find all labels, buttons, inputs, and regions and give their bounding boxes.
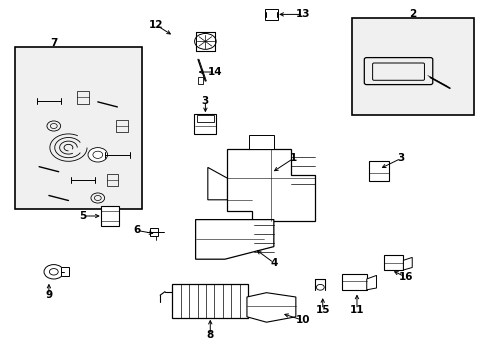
- Text: 1: 1: [289, 153, 296, 163]
- Circle shape: [49, 269, 58, 275]
- Circle shape: [93, 151, 102, 158]
- Bar: [101, 206, 119, 226]
- Text: 3: 3: [397, 153, 404, 163]
- Bar: [351, 18, 473, 115]
- Bar: [172, 284, 247, 318]
- Text: 6: 6: [133, 225, 140, 235]
- Polygon shape: [207, 167, 227, 200]
- Text: 7: 7: [50, 38, 58, 48]
- Text: 2: 2: [409, 9, 416, 19]
- Circle shape: [44, 265, 63, 279]
- Text: 11: 11: [349, 305, 364, 315]
- Bar: [194, 114, 216, 134]
- Text: 14: 14: [207, 67, 222, 77]
- Bar: [61, 267, 69, 276]
- Text: 9: 9: [45, 290, 52, 300]
- Text: 3: 3: [202, 96, 208, 106]
- Text: 16: 16: [398, 272, 412, 282]
- Bar: [249, 135, 273, 149]
- Polygon shape: [403, 257, 411, 270]
- Bar: [15, 47, 142, 209]
- Bar: [195, 31, 215, 51]
- Bar: [368, 161, 388, 181]
- Text: 8: 8: [206, 330, 213, 340]
- Polygon shape: [246, 293, 295, 322]
- Polygon shape: [227, 149, 315, 221]
- Polygon shape: [342, 274, 366, 290]
- Text: 10: 10: [295, 315, 310, 325]
- Polygon shape: [383, 255, 403, 270]
- Text: 15: 15: [315, 305, 329, 315]
- Circle shape: [88, 148, 107, 162]
- Text: 4: 4: [269, 258, 277, 268]
- Text: 5: 5: [80, 211, 86, 221]
- Circle shape: [194, 33, 216, 49]
- Polygon shape: [195, 220, 273, 259]
- Text: 12: 12: [149, 20, 163, 30]
- Bar: [149, 228, 158, 236]
- Bar: [265, 9, 277, 20]
- Bar: [196, 115, 214, 122]
- Bar: [197, 77, 203, 84]
- Text: 13: 13: [295, 9, 310, 19]
- Polygon shape: [366, 275, 376, 290]
